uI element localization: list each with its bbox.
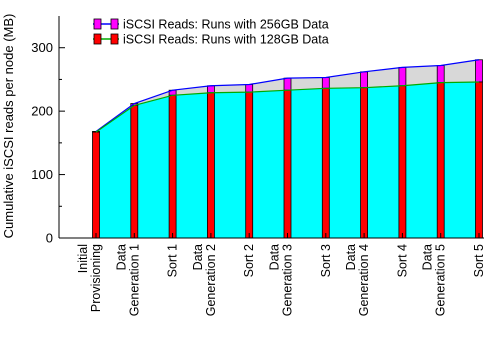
bar-128gb — [92, 131, 100, 239]
x-category-label: Data — [344, 244, 358, 270]
x-category-label: Generation 5 — [434, 244, 448, 316]
legend-swatch — [93, 33, 102, 45]
bar-128gb — [206, 92, 215, 239]
bar-128gb — [130, 105, 139, 239]
legend-label: iSCSI Reads: Runs with 256GB Data — [123, 18, 329, 32]
bar-256gb — [245, 84, 254, 93]
line-256gb — [95, 59, 480, 132]
bar-128gb — [321, 87, 330, 239]
x-category-label: Sort 2 — [242, 244, 256, 277]
bar-128gb — [360, 87, 369, 239]
chart-lines — [95, 59, 480, 133]
y-tick-label: 200 — [31, 104, 53, 119]
x-category-label: Generation 1 — [127, 244, 141, 316]
x-category-label: Generation 4 — [357, 244, 371, 316]
x-category-label: Data — [268, 244, 282, 270]
bar-256gb — [321, 77, 330, 89]
y-tick-label: 0 — [46, 231, 53, 246]
x-category-label: Provisioning — [89, 244, 103, 312]
bar-128gb — [436, 82, 445, 239]
x-category-label: Sort 1 — [166, 244, 180, 277]
x-category-label: Sort 3 — [319, 244, 333, 277]
x-category-label: Generation 3 — [281, 244, 295, 316]
y-tick-label: 100 — [31, 167, 53, 182]
bar-256gb — [436, 65, 445, 84]
bar-128gb — [283, 89, 292, 239]
y-axis-label: Cumulative iSCSI reads per node (MB) — [1, 14, 16, 239]
bar-128gb — [168, 94, 177, 239]
bar-256gb — [398, 66, 407, 87]
legend-swatch — [93, 18, 102, 30]
bar-256gb — [475, 59, 483, 83]
legend-swatch — [110, 33, 119, 45]
bar-256gb — [206, 85, 215, 94]
x-category-label: Data — [421, 244, 435, 270]
x-category-label: Data — [114, 244, 128, 270]
bar-128gb — [475, 81, 483, 239]
legend-label: iSCSI Reads: Runs with 128GB Data — [123, 33, 329, 47]
area-256gb — [96, 59, 479, 133]
x-category-label: Initial — [76, 244, 90, 273]
x-category-label: Sort 5 — [472, 244, 486, 277]
bar-128gb — [398, 85, 407, 239]
x-category-label: Sort 4 — [395, 244, 409, 277]
bar-256gb — [283, 77, 292, 91]
line-128gb — [95, 81, 480, 133]
bar-128gb — [245, 91, 254, 239]
bar-256gb — [360, 71, 369, 89]
x-category-label: Generation 2 — [204, 244, 218, 316]
y-tick-label: 300 — [31, 40, 53, 55]
legend-swatch — [110, 18, 119, 30]
x-category-label: Data — [191, 244, 205, 270]
